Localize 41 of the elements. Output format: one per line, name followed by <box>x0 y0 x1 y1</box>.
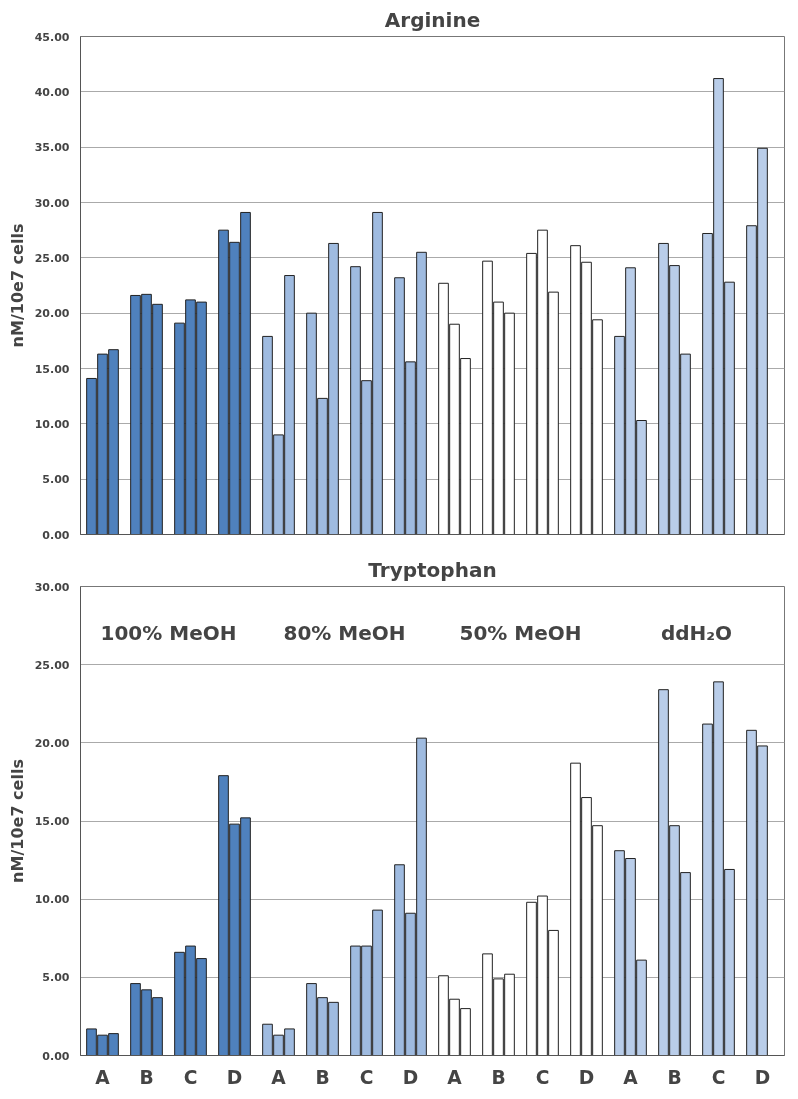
x-tick-label: D <box>578 1066 595 1088</box>
x-tick-label: D <box>402 1066 419 1088</box>
y-axis-title: nM/10e7 cells <box>7 223 27 348</box>
x-tick-label: B <box>139 1066 154 1088</box>
annotation: 80% MeOH <box>283 621 406 646</box>
y-tick-label: 5.00 <box>42 473 70 487</box>
y-tick-label: 25.00 <box>34 658 70 672</box>
y-axis-title: nM/10e7 cells <box>7 759 27 883</box>
x-tick-label: A <box>447 1066 463 1088</box>
x-tick-label: B <box>491 1066 506 1088</box>
x-tick-label: B <box>315 1066 330 1088</box>
annotation: 50% MeOH <box>459 621 582 646</box>
y-tick-label: 40.00 <box>34 85 70 99</box>
x-tick-label: A <box>623 1066 639 1088</box>
y-tick-label: 20.00 <box>34 736 70 750</box>
x-tick-label: D <box>226 1066 243 1088</box>
y-tick-label: 10.00 <box>34 893 70 907</box>
chart-title: Arginine <box>384 7 481 32</box>
y-tick-label: 35.00 <box>34 141 70 155</box>
chart-title: Tryptophan <box>368 557 497 582</box>
y-tick-label: 30.00 <box>34 196 70 210</box>
y-tick-label: 5.00 <box>42 971 70 985</box>
annotation: 100% MeOH <box>100 621 237 646</box>
y-tick-label: 0.00 <box>42 528 70 542</box>
x-tick-label: C <box>183 1066 198 1088</box>
x-tick-label: C <box>711 1066 726 1088</box>
x-tick-label: A <box>271 1066 287 1088</box>
x-tick-label: D <box>754 1066 771 1088</box>
y-tick-label: 15.00 <box>34 815 70 828</box>
y-tick-label: 25.00 <box>34 251 70 265</box>
y-tick-label: 30.00 <box>34 580 70 594</box>
x-tick-label: B <box>667 1066 682 1088</box>
y-tick-label: 20.00 <box>34 307 70 321</box>
y-tick-label: 10.00 <box>34 417 70 431</box>
y-tick-label: 45.00 <box>34 30 70 44</box>
y-tick-label: 0.00 <box>42 1049 70 1063</box>
x-tick-label: A <box>95 1066 111 1088</box>
x-tick-label: C <box>535 1066 550 1088</box>
annotation: ddH₂O <box>660 621 733 646</box>
x-tick-label: C <box>359 1066 374 1088</box>
y-tick-label: 15.00 <box>34 362 70 376</box>
